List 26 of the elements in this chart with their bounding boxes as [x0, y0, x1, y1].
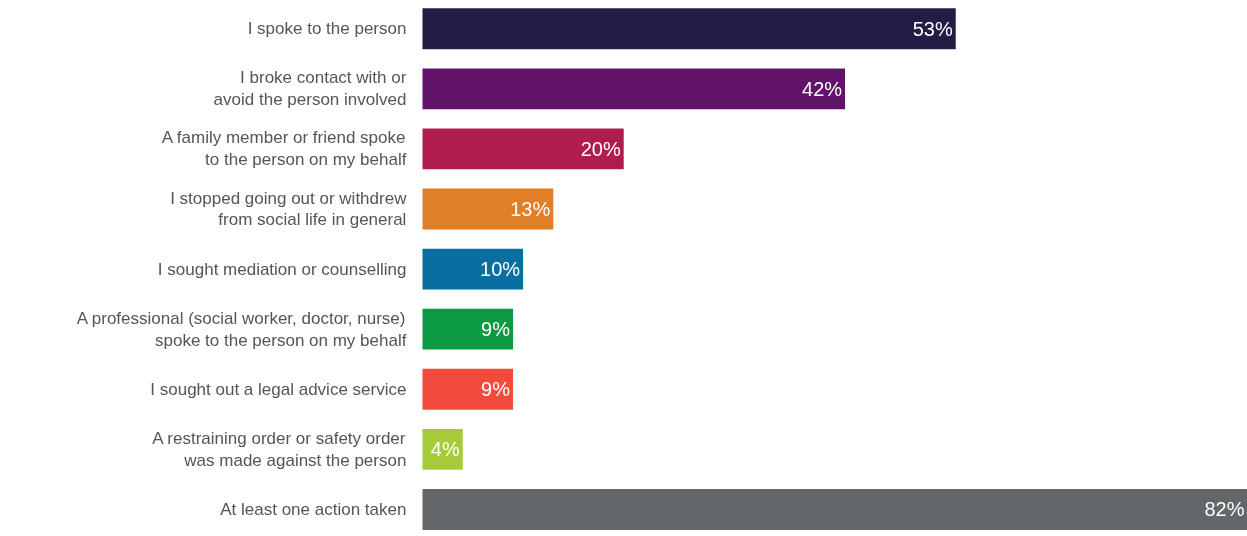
data-label: 4%	[430, 438, 460, 461]
y-tick-label: I spoke to the person	[247, 19, 407, 39]
data-label: 13%	[510, 198, 551, 221]
y-tick-label: A professional (social worker, doctor, nurse) spoke to the person on my behalf	[76, 308, 407, 350]
y-tick-label: I broke contact with or avoid the person involved	[213, 68, 407, 110]
data-label: 9%	[481, 378, 511, 401]
data-label: 10%	[480, 258, 521, 281]
data-label: 42%	[802, 77, 843, 100]
data-label: 53%	[912, 17, 953, 40]
data-label: 20%	[580, 137, 621, 160]
bar	[422, 188, 554, 230]
y-tick-label: At least one action taken	[220, 499, 407, 519]
y-tick-label: A family member or friend spoke to the person on my behalf	[161, 128, 407, 170]
data-label: 82%	[1204, 498, 1245, 521]
bar	[422, 368, 514, 410]
y-tick-label: A restraining order or safety order was made against the person	[152, 428, 407, 470]
bar	[422, 8, 956, 50]
data-label: 9%	[481, 318, 511, 341]
bar	[422, 248, 524, 290]
bar	[422, 68, 846, 110]
bar	[422, 308, 514, 350]
bar	[422, 128, 624, 170]
y-tick-label: I stopped going out or withdrew from social life in general	[170, 188, 408, 230]
y-tick-label: I sought mediation or counselling	[157, 259, 407, 279]
y-tick-label: I sought out a legal advice service	[150, 379, 407, 399]
bar	[422, 489, 1247, 530]
